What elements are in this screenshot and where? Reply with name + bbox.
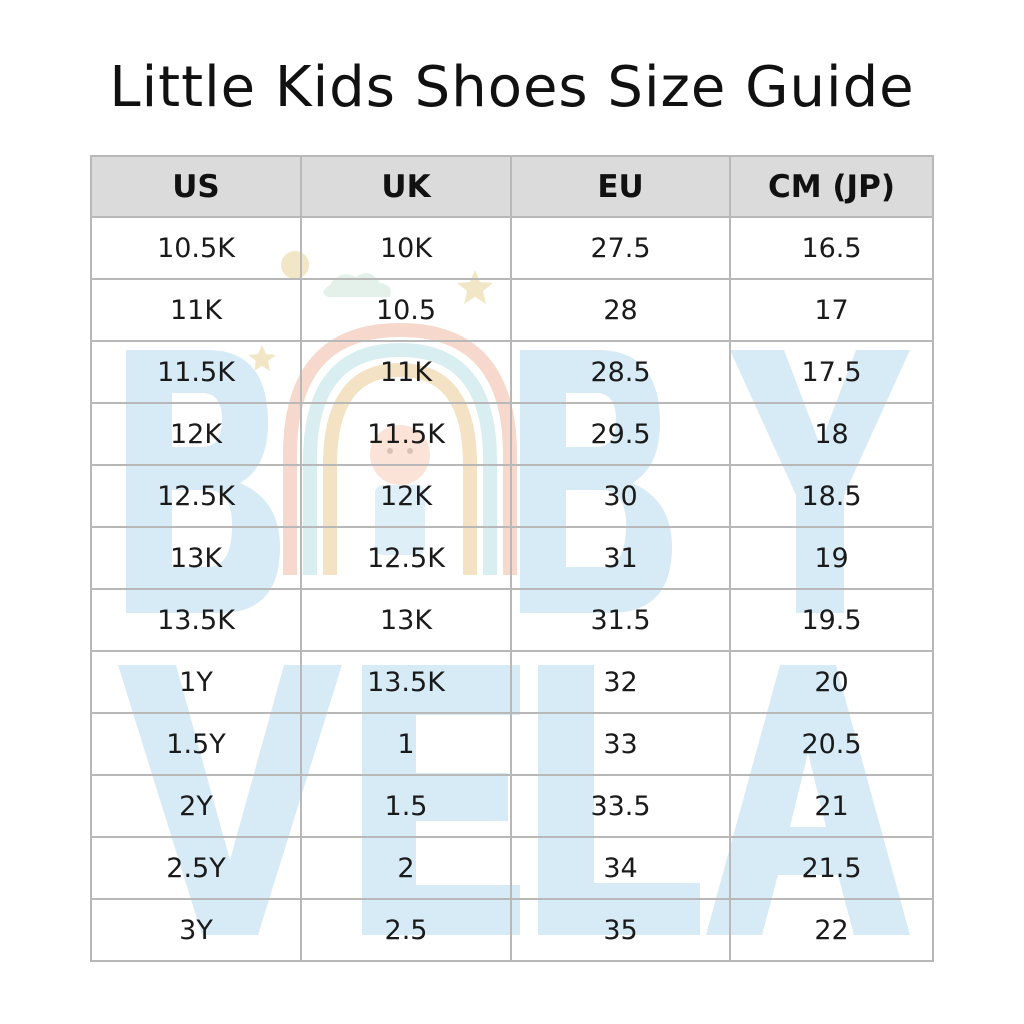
cell-us: 13K — [90, 526, 302, 590]
table-row: 13K 12.5K 31 19 — [90, 526, 934, 590]
cell-uk: 12.5K — [300, 526, 512, 590]
cell-us: 2.5Y — [90, 836, 302, 900]
cell-uk: 1 — [300, 712, 512, 776]
cell-eu: 33.5 — [510, 774, 731, 838]
column-header-uk: UK — [300, 155, 512, 218]
cell-uk: 13.5K — [300, 650, 512, 714]
cell-uk: 12K — [300, 464, 512, 528]
cell-uk: 11K — [300, 340, 512, 404]
cell-cm-jp: 16.5 — [729, 216, 934, 280]
cell-eu: 28.5 — [510, 340, 731, 404]
table-row: 11.5K 11K 28.5 17.5 — [90, 340, 934, 404]
cell-eu: 34 — [510, 836, 731, 900]
table-row: 2Y 1.5 33.5 21 — [90, 774, 934, 838]
column-header-cm-jp: CM (JP) — [729, 155, 934, 218]
cell-eu: 27.5 — [510, 216, 731, 280]
cell-us: 2Y — [90, 774, 302, 838]
cell-us: 11K — [90, 278, 302, 342]
cell-eu: 31.5 — [510, 588, 731, 652]
cell-uk: 2.5 — [300, 898, 512, 962]
cell-us: 11.5K — [90, 340, 302, 404]
cell-uk: 13K — [300, 588, 512, 652]
cell-cm-jp: 20.5 — [729, 712, 934, 776]
cell-cm-jp: 19.5 — [729, 588, 934, 652]
cell-us: 3Y — [90, 898, 302, 962]
table-row: 13.5K 13K 31.5 19.5 — [90, 588, 934, 652]
page-title: Little Kids Shoes Size Guide — [109, 55, 915, 120]
table-header-row: US UK EU CM (JP) — [90, 155, 934, 218]
cell-eu: 32 — [510, 650, 731, 714]
cell-eu: 30 — [510, 464, 731, 528]
cell-cm-jp: 18 — [729, 402, 934, 466]
cell-us: 1.5Y — [90, 712, 302, 776]
cell-cm-jp: 21 — [729, 774, 934, 838]
cell-us: 10.5K — [90, 216, 302, 280]
cell-cm-jp: 17 — [729, 278, 934, 342]
table-row: 1Y 13.5K 32 20 — [90, 650, 934, 714]
size-guide-table: US UK EU CM (JP) 10.5K 10K 27.5 16.5 11K… — [90, 155, 934, 962]
cell-eu: 29.5 — [510, 402, 731, 466]
column-header-eu: EU — [510, 155, 731, 218]
cell-cm-jp: 18.5 — [729, 464, 934, 528]
cell-cm-jp: 17.5 — [729, 340, 934, 404]
table-row: 11K 10.5 28 17 — [90, 278, 934, 342]
table-row: 3Y 2.5 35 22 — [90, 898, 934, 962]
cell-uk: 1.5 — [300, 774, 512, 838]
cell-cm-jp: 19 — [729, 526, 934, 590]
cell-uk: 10K — [300, 216, 512, 280]
cell-cm-jp: 22 — [729, 898, 934, 962]
table-row: 12K 11.5K 29.5 18 — [90, 402, 934, 466]
cell-eu: 33 — [510, 712, 731, 776]
cell-us: 13.5K — [90, 588, 302, 652]
table-row: 10.5K 10K 27.5 16.5 — [90, 216, 934, 280]
cell-us: 1Y — [90, 650, 302, 714]
cell-cm-jp: 20 — [729, 650, 934, 714]
cell-uk: 11.5K — [300, 402, 512, 466]
cell-cm-jp: 21.5 — [729, 836, 934, 900]
cell-us: 12.5K — [90, 464, 302, 528]
column-header-us: US — [90, 155, 302, 218]
table-row: 2.5Y 2 34 21.5 — [90, 836, 934, 900]
cell-eu: 31 — [510, 526, 731, 590]
table-row: 1.5Y 1 33 20.5 — [90, 712, 934, 776]
cell-eu: 35 — [510, 898, 731, 962]
table-row: 12.5K 12K 30 18.5 — [90, 464, 934, 528]
cell-uk: 10.5 — [300, 278, 512, 342]
cell-uk: 2 — [300, 836, 512, 900]
cell-us: 12K — [90, 402, 302, 466]
cell-eu: 28 — [510, 278, 731, 342]
